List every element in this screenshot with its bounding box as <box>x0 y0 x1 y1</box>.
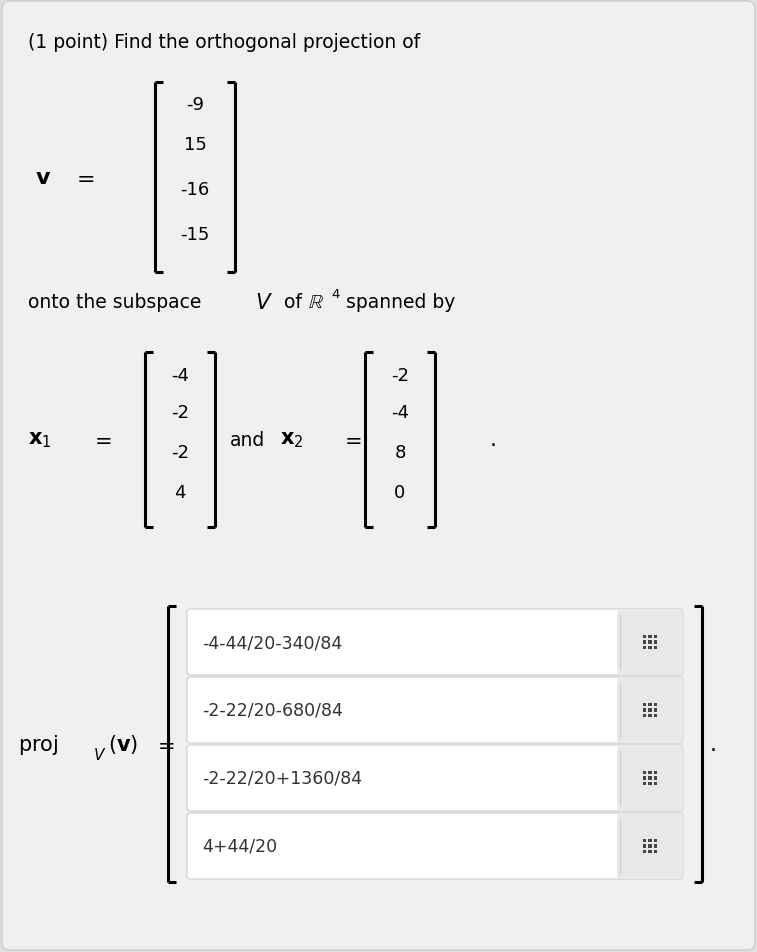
Text: -4: -4 <box>391 404 409 422</box>
Text: .: . <box>710 734 717 754</box>
Bar <box>648 641 652 645</box>
Bar <box>654 708 657 712</box>
Bar <box>648 703 652 706</box>
Bar <box>648 708 652 712</box>
Bar <box>648 777 652 780</box>
Bar <box>643 641 646 645</box>
Bar <box>654 714 657 718</box>
Text: $\mathbb{R}$: $\mathbb{R}$ <box>308 293 324 312</box>
Bar <box>643 714 646 718</box>
Text: (1 point) Find the orthogonal projection of: (1 point) Find the orthogonal projection… <box>28 33 420 52</box>
FancyBboxPatch shape <box>617 745 683 811</box>
Bar <box>643 844 646 848</box>
Text: -4-44/20-340/84: -4-44/20-340/84 <box>202 633 342 651</box>
Bar <box>643 839 646 843</box>
FancyBboxPatch shape <box>187 609 683 675</box>
Text: .: . <box>490 430 497 450</box>
Bar <box>643 708 646 712</box>
Bar <box>654 850 657 853</box>
Text: 8: 8 <box>394 444 406 462</box>
Bar <box>643 777 646 780</box>
FancyBboxPatch shape <box>617 813 683 879</box>
Bar <box>648 839 652 843</box>
Bar <box>654 771 657 774</box>
Text: $V$: $V$ <box>93 746 106 763</box>
FancyBboxPatch shape <box>187 745 683 811</box>
Bar <box>643 850 646 853</box>
Text: -2-22/20-680/84: -2-22/20-680/84 <box>202 702 343 720</box>
Bar <box>648 635 652 639</box>
Text: -2-22/20+1360/84: -2-22/20+1360/84 <box>202 769 362 787</box>
Bar <box>648 782 652 785</box>
Bar <box>643 646 646 649</box>
Text: and: and <box>230 430 265 449</box>
Bar <box>643 635 646 639</box>
Text: $\mathit{V}$: $\mathit{V}$ <box>255 292 273 312</box>
Text: $\mathrm{proj}$: $\mathrm{proj}$ <box>18 732 58 756</box>
Bar <box>654 839 657 843</box>
Text: $=$: $=$ <box>72 168 95 188</box>
Bar <box>654 635 657 639</box>
Text: $\mathbf{x}_2$: $\mathbf{x}_2$ <box>280 430 304 450</box>
Bar <box>643 703 646 706</box>
Bar <box>654 782 657 785</box>
Bar <box>648 771 652 774</box>
Text: -9: -9 <box>186 96 204 114</box>
Text: $=$: $=$ <box>153 734 174 754</box>
Text: 15: 15 <box>183 136 207 154</box>
Text: -2: -2 <box>171 404 189 422</box>
Text: spanned by: spanned by <box>340 293 456 312</box>
FancyBboxPatch shape <box>187 813 683 879</box>
Bar <box>648 646 652 649</box>
FancyBboxPatch shape <box>617 677 683 744</box>
Text: 0: 0 <box>394 484 406 502</box>
Bar <box>648 844 652 848</box>
FancyBboxPatch shape <box>187 677 683 744</box>
Bar <box>654 777 657 780</box>
Text: -2: -2 <box>391 367 409 385</box>
Bar <box>648 850 652 853</box>
FancyBboxPatch shape <box>617 609 683 675</box>
Text: $=$: $=$ <box>340 430 361 450</box>
Bar <box>654 641 657 645</box>
Bar <box>643 782 646 785</box>
Text: -16: -16 <box>180 181 210 199</box>
Text: -2: -2 <box>171 444 189 462</box>
Bar <box>654 646 657 649</box>
Text: onto the subspace: onto the subspace <box>28 293 207 312</box>
Bar <box>654 844 657 848</box>
Bar <box>643 771 646 774</box>
Text: -15: -15 <box>180 226 210 244</box>
Text: $=$: $=$ <box>90 430 111 450</box>
Text: $\mathbf{x}_1$: $\mathbf{x}_1$ <box>28 430 51 450</box>
Text: $\mathbf{v}$: $\mathbf{v}$ <box>35 168 51 188</box>
Text: -4: -4 <box>171 367 189 385</box>
Text: of: of <box>278 293 308 312</box>
Text: $(\mathbf{v})$: $(\mathbf{v})$ <box>108 733 138 756</box>
Text: 4+44/20: 4+44/20 <box>202 837 277 855</box>
Text: 4: 4 <box>174 484 185 502</box>
Bar <box>654 703 657 706</box>
Text: 4: 4 <box>331 288 339 301</box>
Bar <box>648 714 652 718</box>
